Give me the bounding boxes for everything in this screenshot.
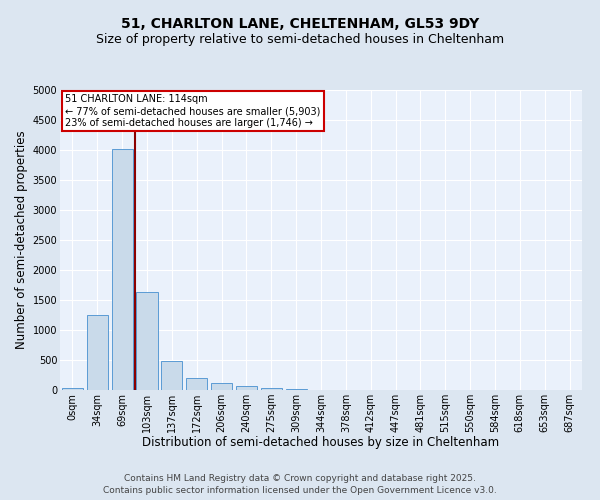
Bar bbox=[236, 386, 257, 390]
Text: Contains HM Land Registry data © Crown copyright and database right 2025.
Contai: Contains HM Land Registry data © Crown c… bbox=[103, 474, 497, 495]
Bar bbox=[186, 378, 207, 390]
Bar bbox=[211, 384, 232, 390]
Text: 51 CHARLTON LANE: 114sqm
← 77% of semi-detached houses are smaller (5,903)
23% o: 51 CHARLTON LANE: 114sqm ← 77% of semi-d… bbox=[65, 94, 320, 128]
Bar bbox=[261, 388, 282, 390]
Y-axis label: Number of semi-detached properties: Number of semi-detached properties bbox=[16, 130, 28, 350]
Bar bbox=[62, 388, 83, 390]
Bar bbox=[87, 315, 108, 390]
Bar bbox=[112, 149, 133, 390]
Bar bbox=[161, 360, 182, 390]
Text: 51, CHARLTON LANE, CHELTENHAM, GL53 9DY: 51, CHARLTON LANE, CHELTENHAM, GL53 9DY bbox=[121, 18, 479, 32]
Text: Size of property relative to semi-detached houses in Cheltenham: Size of property relative to semi-detach… bbox=[96, 32, 504, 46]
Bar bbox=[136, 292, 158, 390]
X-axis label: Distribution of semi-detached houses by size in Cheltenham: Distribution of semi-detached houses by … bbox=[142, 436, 500, 450]
